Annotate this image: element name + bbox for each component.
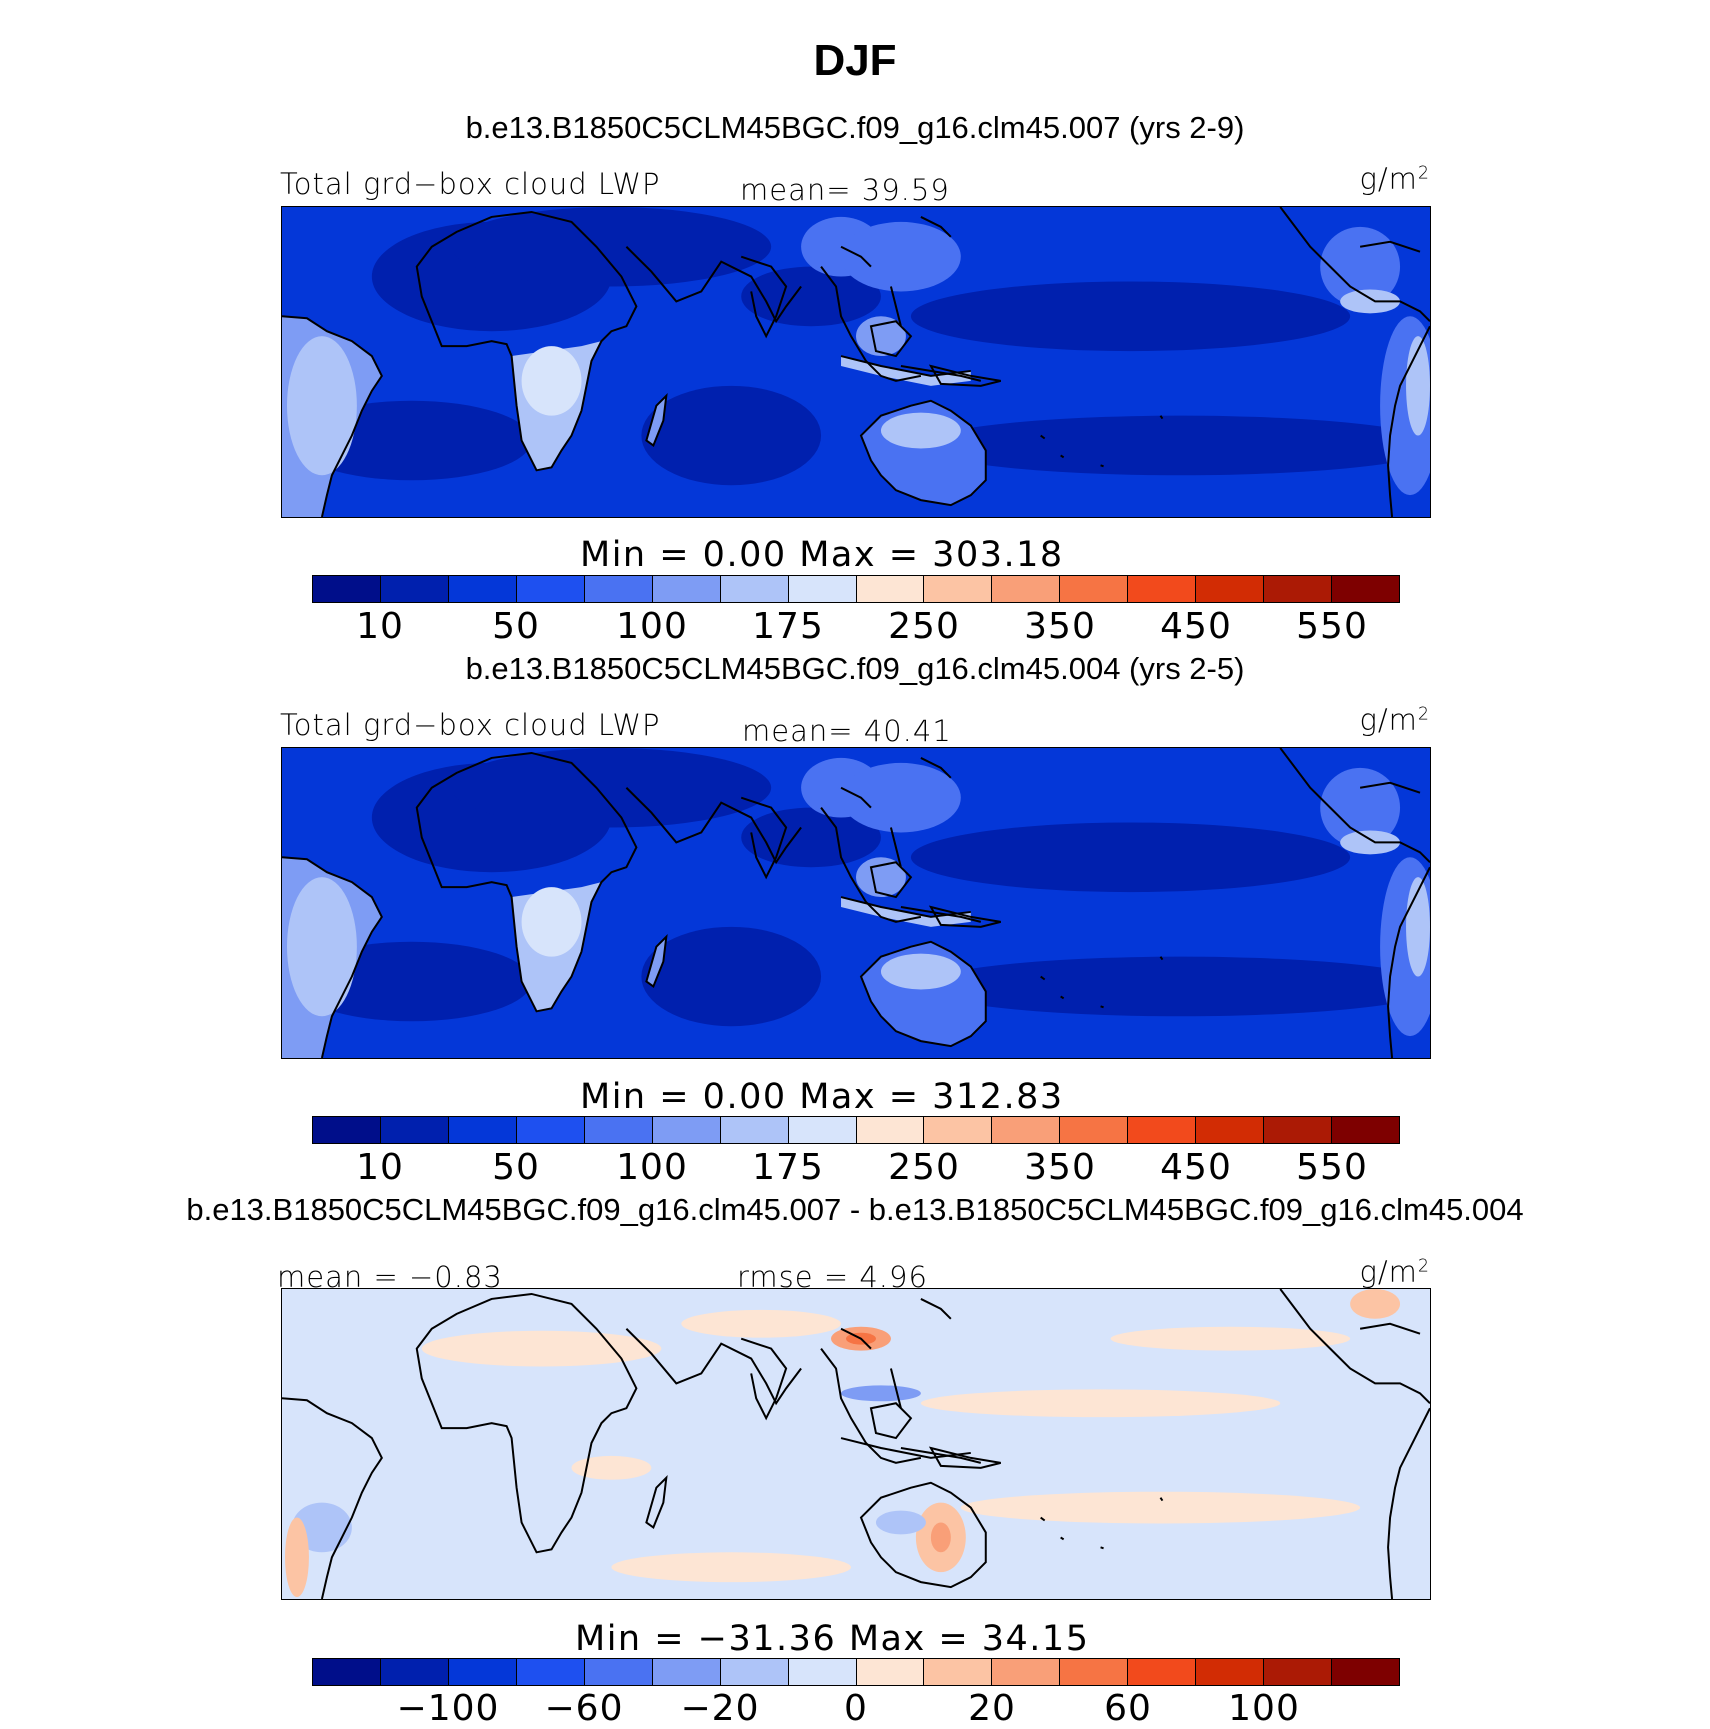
- panel-3-map: [281, 1288, 1431, 1600]
- panel-1-case-title: b.e13.B1850C5CLM45BGC.f09_g16.clm45.007 …: [465, 110, 1245, 145]
- colorbar-swatch: [720, 576, 789, 602]
- panel-2-variable-label: Total grd−box cloud LWP: [280, 708, 661, 742]
- colorbar-swatch: [313, 1659, 381, 1685]
- panel-3-case-title: b.e13.B1850C5CLM45BGC.f09_g16.clm45.007 …: [186, 1192, 1524, 1227]
- colorbar-tick-label: 550: [1296, 606, 1368, 647]
- colorbar-tick-label: −20: [680, 1688, 760, 1729]
- colorbar-tick-label: 175: [752, 1147, 824, 1188]
- panel-1-map: [281, 206, 1431, 518]
- colorbar-swatch: [1264, 1117, 1333, 1143]
- colorbar-swatch: [992, 576, 1061, 602]
- colorbar-swatch: [313, 1117, 381, 1143]
- colorbar-swatch: [992, 1659, 1061, 1685]
- colorbar-swatch: [788, 576, 857, 602]
- colorbar-swatch: [992, 1117, 1061, 1143]
- panel-1-mean-label: mean= 39.59: [740, 173, 950, 207]
- colorbar-tick-label: 175: [752, 606, 824, 647]
- colorbar-swatch: [448, 576, 517, 602]
- colorbar-swatch: [788, 1117, 857, 1143]
- panel-1-colorbar: [312, 575, 1400, 603]
- panel-1-variable-label: Total grd−box cloud LWP: [280, 167, 661, 201]
- colorbar-tick-label: 350: [1024, 1147, 1096, 1188]
- colorbar-swatch: [1128, 1117, 1197, 1143]
- colorbar-swatch: [924, 1117, 993, 1143]
- colorbar-swatch: [1332, 1659, 1399, 1685]
- colorbar-swatch: [1060, 1659, 1129, 1685]
- colorbar-tick-label: 60: [1104, 1688, 1152, 1729]
- colorbar-swatch: [380, 1117, 449, 1143]
- colorbar-swatch: [1264, 576, 1333, 602]
- colorbar-swatch: [516, 576, 585, 602]
- colorbar-tick-label: 450: [1160, 1147, 1232, 1188]
- colorbar-tick-label: 20: [968, 1688, 1016, 1729]
- colorbar-swatch: [1060, 576, 1129, 602]
- colorbar-swatch: [516, 1117, 585, 1143]
- colorbar-swatch: [1196, 1659, 1265, 1685]
- panel-2-map: [281, 747, 1431, 1059]
- panel-2-case-title: b.e13.B1850C5CLM45BGC.f09_g16.clm45.004 …: [465, 651, 1245, 686]
- panel-2-units: g/m2: [1359, 703, 1430, 737]
- colorbar-swatch: [720, 1659, 789, 1685]
- colorbar-tick-label: 50: [492, 1147, 540, 1188]
- colorbar-tick-label: 100: [616, 1147, 688, 1188]
- colorbar-swatch: [1196, 576, 1265, 602]
- colorbar-swatch: [856, 1659, 925, 1685]
- colorbar-swatch: [924, 576, 993, 602]
- panel-3-minmax: Min = −31.36 Max = 34.15: [575, 1619, 1090, 1659]
- panel-3-units: g/m2: [1359, 1255, 1430, 1289]
- colorbar-tick-label: 250: [888, 606, 960, 647]
- colorbar-swatch: [380, 1659, 449, 1685]
- colorbar-swatch: [584, 1659, 653, 1685]
- colorbar-swatch: [1332, 1117, 1399, 1143]
- colorbar-swatch: [856, 576, 925, 602]
- colorbar-swatch: [313, 576, 381, 602]
- colorbar-swatch: [720, 1117, 789, 1143]
- panel-2-colorbar: [312, 1116, 1400, 1144]
- colorbar-tick-label: 50: [492, 606, 540, 647]
- panel-3-colorbar: [312, 1658, 1400, 1686]
- page-title: DJF: [813, 36, 897, 85]
- colorbar-swatch: [448, 1117, 517, 1143]
- colorbar-tick-label: 250: [888, 1147, 960, 1188]
- panel-1-minmax: Min = 0.00 Max = 303.18: [580, 535, 1064, 575]
- panel-2-minmax: Min = 0.00 Max = 312.83: [580, 1077, 1064, 1117]
- colorbar-swatch: [856, 1117, 925, 1143]
- colorbar-swatch: [1128, 1659, 1197, 1685]
- panel-1-units: g/m2: [1359, 162, 1430, 196]
- colorbar-swatch: [652, 1659, 721, 1685]
- panel-2-mean-label: mean= 40.41: [742, 714, 952, 748]
- colorbar-swatch: [652, 576, 721, 602]
- colorbar-swatch: [1264, 1659, 1333, 1685]
- colorbar-swatch: [584, 576, 653, 602]
- colorbar-tick-label: 350: [1024, 606, 1096, 647]
- colorbar-swatch: [584, 1117, 653, 1143]
- colorbar-swatch: [652, 1117, 721, 1143]
- colorbar-tick-label: 100: [1228, 1688, 1300, 1729]
- colorbar-swatch: [1332, 576, 1399, 602]
- colorbar-tick-label: −60: [544, 1688, 624, 1729]
- colorbar-swatch: [1196, 1117, 1265, 1143]
- colorbar-swatch: [380, 576, 449, 602]
- colorbar-tick-label: 100: [616, 606, 688, 647]
- colorbar-swatch: [924, 1659, 993, 1685]
- colorbar-tick-label: −100: [396, 1688, 500, 1729]
- colorbar-swatch: [448, 1659, 517, 1685]
- colorbar-tick-label: 550: [1296, 1147, 1368, 1188]
- colorbar-tick-label: 450: [1160, 606, 1232, 647]
- colorbar-tick-label: 0: [844, 1688, 868, 1729]
- colorbar-swatch: [1128, 576, 1197, 602]
- colorbar-tick-label: 10: [356, 606, 404, 647]
- colorbar-tick-label: 10: [356, 1147, 404, 1188]
- colorbar-swatch: [516, 1659, 585, 1685]
- colorbar-swatch: [788, 1659, 857, 1685]
- colorbar-swatch: [1060, 1117, 1129, 1143]
